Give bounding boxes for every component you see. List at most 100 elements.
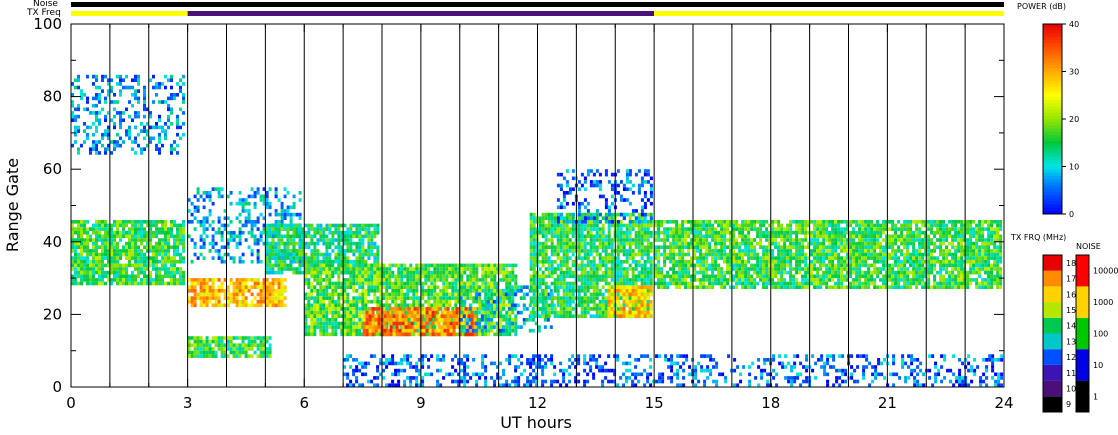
heatmap-region-3 xyxy=(187,336,272,358)
heatmap-cell xyxy=(385,285,389,290)
heatmap-cell xyxy=(589,307,593,311)
heatmap-cell xyxy=(370,270,374,275)
heatmap-cell xyxy=(187,278,191,282)
heatmap-cell xyxy=(643,238,647,242)
heatmap-cell xyxy=(262,187,266,191)
heatmap-cell xyxy=(556,289,560,293)
heatmap-cell xyxy=(367,252,371,257)
heatmap-cell xyxy=(371,332,375,337)
heatmap-cell xyxy=(397,278,401,282)
heatmap-cell xyxy=(95,220,98,224)
heatmap-cell xyxy=(637,223,641,228)
heatmap-cell xyxy=(392,318,396,322)
heatmap-cell xyxy=(565,263,569,268)
heatmap-cell xyxy=(559,238,563,242)
heatmap-cell xyxy=(553,285,557,290)
heatmap-cell xyxy=(370,230,374,235)
heatmap-cell xyxy=(113,245,116,250)
heatmap-cell xyxy=(657,281,661,286)
heatmap-cell xyxy=(158,270,161,275)
heatmap-cell xyxy=(477,310,481,315)
heatmap-cell xyxy=(113,122,116,126)
heatmap-cell xyxy=(244,238,248,242)
heatmap-cell xyxy=(110,281,113,286)
heatmap-cell xyxy=(229,201,233,206)
heatmap-cell xyxy=(274,292,278,297)
heatmap-cell xyxy=(220,256,224,260)
heatmap-cell xyxy=(355,249,359,253)
heatmap-cell xyxy=(565,249,569,253)
heatmap-cell xyxy=(274,234,278,239)
heatmap-cell xyxy=(577,205,581,210)
heatmap-cell xyxy=(137,245,140,250)
heatmap-cell xyxy=(541,299,545,304)
heatmap-cell xyxy=(631,289,635,293)
heatmap-cell xyxy=(334,289,338,293)
heatmap-cell xyxy=(367,223,371,228)
heatmap-cell xyxy=(238,347,242,351)
heatmap-cell xyxy=(472,285,476,290)
heatmap-cell xyxy=(409,332,413,337)
heatmap-cell xyxy=(397,281,401,286)
heatmap-cell xyxy=(499,289,503,293)
heatmap-cell xyxy=(319,252,323,257)
heatmap-cell xyxy=(431,307,435,311)
heatmap-cell xyxy=(628,263,632,268)
heatmap-cell xyxy=(235,343,239,348)
heatmap-cell xyxy=(607,256,611,260)
heatmap-cell xyxy=(475,318,479,322)
heatmap-cell xyxy=(427,299,431,304)
heatmap-cell xyxy=(277,263,281,268)
heatmap-cell xyxy=(223,209,227,213)
heatmap-cell xyxy=(401,332,405,337)
heatmap-cell xyxy=(553,230,557,235)
heatmap-cell xyxy=(473,307,477,311)
heatmap-cell xyxy=(116,100,119,104)
heatmap-cell xyxy=(226,347,230,351)
heatmap-cell xyxy=(304,252,308,257)
heatmap-cell xyxy=(86,136,89,141)
heatmap-cell xyxy=(532,245,536,250)
heatmap-cell xyxy=(158,278,161,282)
heatmap-cell xyxy=(493,278,497,282)
heatmap-cell xyxy=(498,328,502,333)
heatmap-cell xyxy=(241,336,245,340)
heatmap-cell xyxy=(377,321,381,326)
heatmap-cell xyxy=(262,285,266,290)
heatmap-cell xyxy=(176,259,179,264)
heatmap-cell xyxy=(346,332,350,337)
heatmap-cell xyxy=(565,223,569,228)
heatmap-cell xyxy=(271,278,275,282)
heatmap-cell xyxy=(464,307,468,311)
heatmap-cell xyxy=(568,303,572,308)
heatmap-cell xyxy=(358,299,362,304)
heatmap-cell xyxy=(101,267,104,271)
heatmap-cell xyxy=(343,230,347,235)
heatmap-cell xyxy=(134,230,137,235)
heatmap-cell xyxy=(571,201,575,206)
heatmap-cell xyxy=(241,198,245,202)
heatmap-cell xyxy=(499,318,503,322)
heatmap-cell xyxy=(176,227,179,231)
heatmap-cell xyxy=(505,303,509,308)
heatmap-cell xyxy=(443,328,447,333)
heatmap-cell xyxy=(235,354,239,358)
heatmap-cell xyxy=(313,318,317,322)
heatmap-cell xyxy=(173,252,176,257)
heatmap-cell xyxy=(340,249,344,253)
heatmap-cell xyxy=(355,289,359,293)
heatmap-cell xyxy=(158,227,161,231)
heatmap-cell xyxy=(559,245,563,250)
heatmap-cell xyxy=(589,169,593,173)
heatmap-cell xyxy=(176,278,179,282)
heatmap-cell xyxy=(241,350,245,355)
heatmap-cell xyxy=(146,129,149,133)
heatmap-cell xyxy=(460,274,464,279)
heatmap-cell xyxy=(541,230,545,235)
heatmap-cell xyxy=(247,201,251,206)
heatmap-cell xyxy=(334,318,338,322)
heatmap-cell xyxy=(657,263,661,268)
heatmap-cell xyxy=(595,307,599,311)
heatmap-cell xyxy=(134,259,137,264)
heatmap-cell xyxy=(547,212,551,217)
